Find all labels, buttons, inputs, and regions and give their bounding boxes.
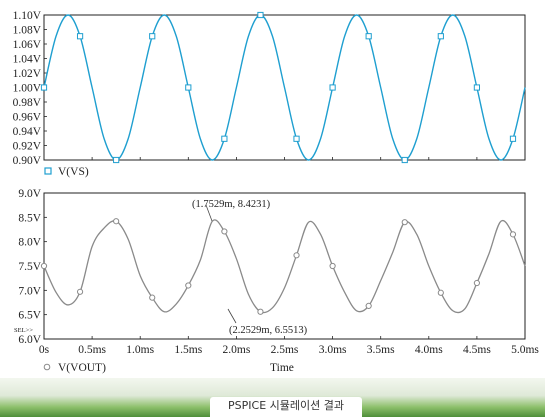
x-axis-ticks: 0s 0.5ms 1.0ms 1.5ms 2.0ms 2.5ms 3.0ms 3.5ms 4.0…	[39, 157, 539, 356]
vs-point	[257, 11, 264, 19]
vout-point	[76, 288, 84, 295]
x-tick-label: 2.0ms	[223, 344, 251, 356]
x-tick-label: 0.5ms	[78, 344, 106, 356]
vout-point	[293, 252, 300, 259]
x-axis-label: Time	[270, 362, 294, 374]
vs-markers	[40, 11, 517, 164]
top-y-tick-label: 1.04V	[13, 54, 42, 66]
vs-point	[40, 84, 48, 91]
vs-point	[329, 84, 336, 91]
sel-label: SEL>>	[14, 327, 33, 334]
x-tick-label: 4.5ms	[463, 344, 491, 356]
bottom-y-tick-label: 7.5V	[18, 261, 41, 273]
annotation-peak: (1.7529m, 8.4231)	[192, 199, 271, 210]
bottom-y-tick-label: 8.0V	[18, 237, 41, 249]
vs-legend-label: V(VS)	[58, 166, 89, 178]
top-y-tick-label: 0.94V	[13, 126, 42, 138]
top-y-tick-label: 0.96V	[13, 112, 42, 124]
caption: PSPICE 시뮬레이션 결과	[210, 397, 362, 417]
top-y-tick-label: 1.06V	[13, 39, 42, 51]
top-y-tick-label: 0.98V	[13, 97, 42, 109]
bottom-y-tick-label: 9.0V	[18, 188, 41, 200]
bottom-plot-frame	[43, 192, 526, 340]
vout-point	[149, 294, 156, 301]
vs-point	[76, 33, 84, 40]
top-y-tick-label: 0.90V	[13, 155, 42, 167]
vs-point	[113, 156, 120, 164]
x-tick-label: 4.0ms	[415, 344, 443, 356]
vs-point	[221, 135, 228, 142]
top-y-tick-label: 1.10V	[13, 10, 42, 22]
x-tick-label: 5.0ms	[511, 344, 539, 356]
vs-point	[185, 84, 192, 91]
vout-point	[40, 262, 48, 270]
vout-point	[257, 308, 264, 315]
vout-point	[509, 231, 517, 238]
vout-point	[365, 302, 372, 310]
x-tick-label: 2.5ms	[271, 344, 299, 356]
vout-point	[221, 228, 228, 235]
x-tick-label: 1.0ms	[126, 344, 154, 356]
bottom-y-tick-label: 6.0V	[18, 334, 41, 346]
x-tick-label: 0s	[39, 344, 50, 356]
bottom-y-tick-label: 8.5V	[18, 212, 41, 224]
bottom-y-axis-ticks: 6.0V 6.5V 7.0V 7.5V 8.0V 8.5V 9.0V	[18, 188, 47, 346]
top-y-tick-label: 0.92V	[13, 141, 42, 153]
top-y-axis-ticks: 0.90V 0.92V 0.94V 0.96V 0.98V 1.00V 1.02V 1.04V…	[13, 10, 47, 167]
bottom-y-tick-label: 7.0V	[18, 285, 41, 297]
vs-trace	[43, 14, 526, 161]
vs-legend-marker	[44, 167, 52, 175]
vout-point	[437, 289, 444, 296]
vout-markers	[40, 218, 517, 315]
vout-point	[329, 262, 336, 270]
top-y-tick-label: 1.02V	[13, 68, 42, 80]
vout-point	[185, 282, 192, 289]
annotation-leader-peak	[205, 204, 213, 222]
x-tick-label: 3.5ms	[367, 344, 395, 356]
vout-point	[113, 218, 120, 225]
vout-legend-marker	[43, 363, 51, 371]
x-tick-label: 1.5ms	[174, 344, 202, 356]
vs-point	[473, 84, 480, 91]
vs-point	[401, 156, 408, 164]
top-y-tick-label: 1.00V	[13, 83, 42, 95]
vout-point	[401, 219, 408, 226]
vs-point	[365, 33, 372, 40]
vout-line	[43, 219, 526, 314]
vs-point	[293, 135, 300, 142]
vout-legend-label: V(VOUT)	[58, 362, 106, 374]
pspice-plot: 0.90V 0.92V 0.94V 0.96V 0.98V 1.00V 1.02V 1.04V…	[13, 10, 540, 374]
vs-point	[149, 33, 156, 40]
vs-point	[509, 135, 517, 142]
vout-trace	[43, 219, 526, 314]
vs-line	[43, 14, 526, 161]
annotation-leader-trough	[227, 308, 237, 324]
vs-point	[437, 33, 444, 40]
annotation-trough: (2.2529m, 6.5513)	[229, 325, 308, 336]
vout-point	[473, 279, 480, 287]
bottom-y-tick-label: 6.5V	[18, 310, 41, 322]
top-y-tick-label: 1.08V	[13, 25, 42, 37]
x-tick-label: 3.0ms	[319, 344, 347, 356]
